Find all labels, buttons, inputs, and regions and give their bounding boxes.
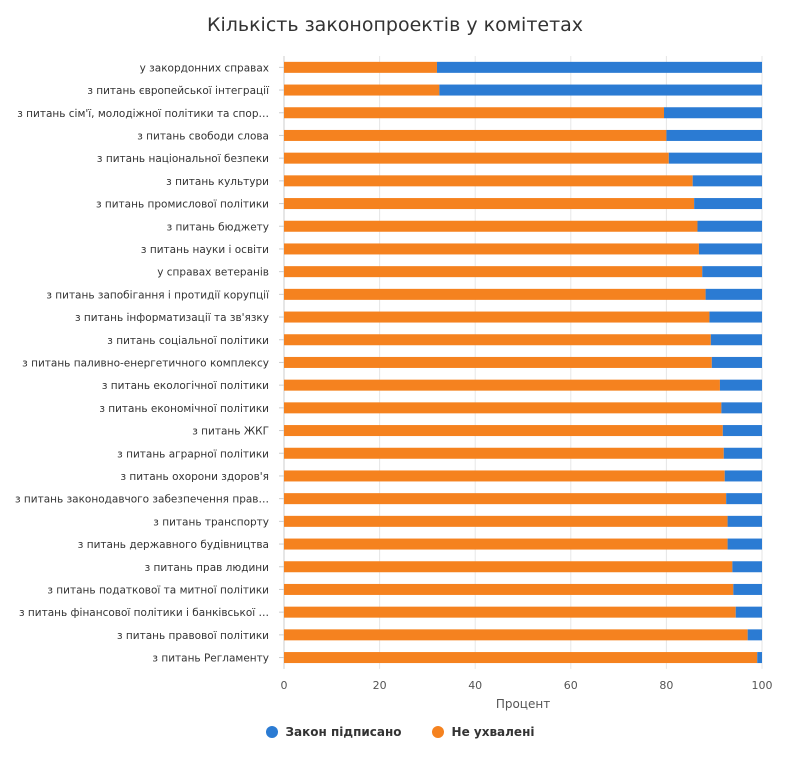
category-label-17: з питань аграрної політики bbox=[117, 448, 269, 460]
category-label-7: з питань бюджету bbox=[167, 221, 269, 233]
category-label-0: у закордонних справах bbox=[140, 62, 269, 74]
bar-not-adopted-25 bbox=[284, 629, 748, 641]
bar-not-adopted-7 bbox=[284, 220, 698, 232]
bar-not-adopted-11 bbox=[284, 311, 710, 323]
bar-not-adopted-19 bbox=[284, 493, 727, 505]
bar-not-adopted-1 bbox=[284, 84, 440, 96]
x-tick-label-1: 20 bbox=[373, 679, 387, 692]
category-label-12: з питань соціальної політики bbox=[107, 335, 269, 347]
category-label-4: з питань національної безпеки bbox=[97, 153, 269, 165]
category-label-10: з питань запобігання і протидії корупції bbox=[46, 289, 269, 301]
category-label-18: з питань охорони здоров'я bbox=[121, 471, 269, 483]
legend-marker-signed bbox=[265, 726, 278, 738]
bar-not-adopted-0 bbox=[284, 61, 437, 73]
bar-not-adopted-12 bbox=[284, 334, 711, 346]
bar-signed-14 bbox=[719, 379, 762, 391]
category-label-26: з питань Регламенту bbox=[152, 653, 269, 665]
category-label-6: з питань промислової політики bbox=[96, 199, 269, 211]
bar-signed-12 bbox=[710, 334, 762, 346]
bar-signed-9 bbox=[702, 266, 762, 278]
chart-title: Кількість законопроектів у комітетах bbox=[206, 14, 584, 36]
bar-not-adopted-18 bbox=[284, 470, 725, 482]
category-label-14: з питань екологічної політики bbox=[102, 380, 269, 392]
bar-not-adopted-6 bbox=[284, 198, 695, 210]
category-label-19: з питань законодавчого забезпечення прав… bbox=[15, 494, 269, 506]
bar-not-adopted-15 bbox=[284, 402, 722, 414]
bar-not-adopted-14 bbox=[284, 379, 720, 391]
category-label-23: з питань податкової та митної політики bbox=[47, 584, 269, 596]
bar-signed-2 bbox=[664, 107, 762, 119]
legend: Закон підписано Не ухвалені bbox=[0, 725, 800, 739]
bar-not-adopted-23 bbox=[284, 583, 734, 595]
bar-not-adopted-5 bbox=[284, 175, 693, 187]
bar-signed-25 bbox=[747, 629, 762, 641]
bar-signed-22 bbox=[732, 561, 762, 573]
legend-item-not-adopted[interactable]: Не ухвалені bbox=[431, 725, 535, 739]
bar-signed-19 bbox=[726, 493, 762, 505]
bar-not-adopted-24 bbox=[284, 606, 736, 618]
category-label-25: з питань правової політики bbox=[117, 630, 269, 642]
category-label-3: з питань свободи слова bbox=[137, 130, 269, 142]
x-tick-label-3: 60 bbox=[564, 679, 578, 692]
x-tick-label-0: 0 bbox=[281, 679, 288, 692]
legend-label-signed: Закон підписано bbox=[285, 725, 402, 739]
category-label-9: у справах ветеранів bbox=[157, 267, 269, 279]
x-tick-label-2: 40 bbox=[468, 679, 482, 692]
bar-not-adopted-26 bbox=[284, 652, 758, 664]
category-label-21: з питань державного будівництва bbox=[78, 539, 269, 551]
bar-not-adopted-13 bbox=[284, 356, 712, 368]
bar-signed-24 bbox=[735, 606, 762, 618]
bar-not-adopted-21 bbox=[284, 538, 728, 550]
bar-signed-3 bbox=[666, 129, 762, 141]
bar-signed-0 bbox=[436, 61, 762, 73]
bar-signed-6 bbox=[694, 198, 762, 210]
category-label-1: з питань європейської інтеграції bbox=[87, 85, 269, 97]
legend-label-not-adopted: Не ухвалені bbox=[451, 725, 535, 739]
bar-not-adopted-16 bbox=[284, 425, 723, 437]
bar-signed-13 bbox=[711, 356, 762, 368]
bar-signed-4 bbox=[668, 152, 762, 164]
x-axis-title: Процент bbox=[496, 697, 550, 711]
bar-not-adopted-10 bbox=[284, 288, 706, 300]
bar-signed-20 bbox=[727, 515, 762, 527]
category-label-20: з питань транспорту bbox=[153, 516, 269, 528]
bar-signed-10 bbox=[705, 288, 762, 300]
bar-signed-23 bbox=[733, 583, 762, 595]
bar-signed-17 bbox=[723, 447, 762, 459]
bar-signed-26 bbox=[757, 652, 762, 664]
bar-signed-1 bbox=[439, 84, 762, 96]
bar-signed-11 bbox=[709, 311, 762, 323]
legend-item-signed[interactable]: Закон підписано bbox=[265, 725, 402, 739]
bar-signed-21 bbox=[727, 538, 762, 550]
bar-signed-5 bbox=[692, 175, 762, 187]
bar-not-adopted-3 bbox=[284, 129, 667, 141]
bar-signed-18 bbox=[724, 470, 762, 482]
category-label-2: з питань сім'ї, молодіжної політики та с… bbox=[17, 108, 269, 120]
bar-not-adopted-22 bbox=[284, 561, 733, 573]
legend-marker-not-adopted bbox=[431, 726, 444, 738]
bar-signed-15 bbox=[721, 402, 762, 414]
bar-not-adopted-2 bbox=[284, 107, 665, 119]
category-label-8: з питань науки і освіти bbox=[141, 244, 269, 256]
x-tick-label-4: 80 bbox=[659, 679, 673, 692]
category-label-24: з питань фінансової політики і банківськ… bbox=[19, 607, 269, 619]
bar-not-adopted-4 bbox=[284, 152, 669, 164]
bar-not-adopted-9 bbox=[284, 266, 703, 278]
category-label-16: з питань ЖКГ bbox=[192, 426, 269, 438]
bar-not-adopted-17 bbox=[284, 447, 724, 459]
category-label-22: з питань прав людини bbox=[145, 562, 269, 574]
bar-not-adopted-8 bbox=[284, 243, 699, 255]
bar-signed-7 bbox=[697, 220, 762, 232]
x-tick-label-5: 100 bbox=[752, 679, 773, 692]
category-label-11: з питань інформатизації та зв'язку bbox=[75, 312, 269, 324]
bar-not-adopted-20 bbox=[284, 515, 728, 527]
bar-signed-8 bbox=[698, 243, 762, 255]
category-label-15: з питань економічної політики bbox=[99, 403, 269, 415]
bar-signed-16 bbox=[722, 425, 762, 437]
category-label-13: з питань паливно-енергетичного комплексу bbox=[22, 357, 269, 369]
category-label-5: з питань культури bbox=[166, 176, 269, 188]
